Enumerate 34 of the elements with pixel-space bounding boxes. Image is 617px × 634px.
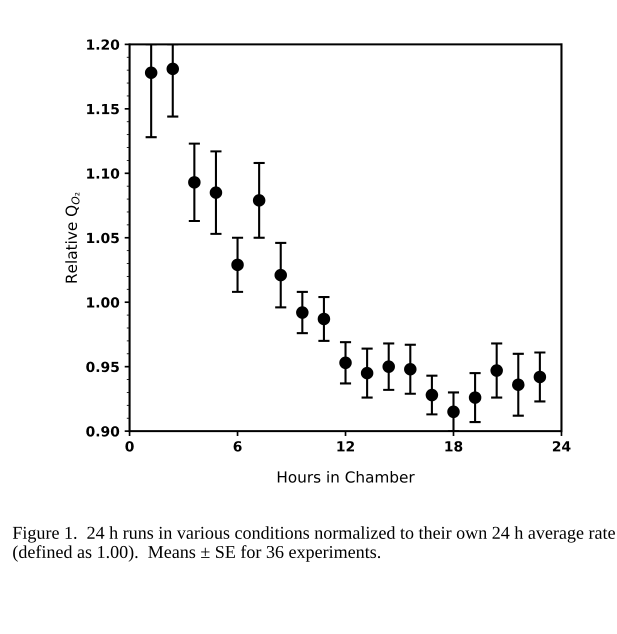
- y-tick-label: 1.20: [87, 39, 120, 50]
- point: [382, 360, 395, 373]
- point: [144, 66, 158, 79]
- caption: Figure 1. 24 h runs in various conditions normalized to their own 24 h average rate (defined as 1.00). Means ± SE for 36 experiments.: [12, 526, 615, 562]
- y-tick-label: 1.00: [87, 297, 120, 308]
- y-tick-label: 1.10: [87, 168, 120, 179]
- y-tick-label: 1.05: [87, 232, 119, 244]
- point: [468, 391, 482, 404]
- y-tick-label: 0.90: [86, 426, 120, 437]
- x-tick-label: 6: [234, 441, 242, 452]
- point: [274, 268, 287, 282]
- point: [188, 176, 201, 189]
- point: [490, 364, 503, 377]
- point: [512, 378, 525, 391]
- point: [296, 306, 309, 319]
- y-axis-title: Relative Q$_{O₂}$: [65, 192, 80, 283]
- x-tick-label: 12: [337, 441, 354, 452]
- point: [231, 258, 244, 272]
- y-tick-label: 1.15: [87, 104, 119, 114]
- point: [339, 356, 352, 370]
- x-tick-label: 18: [445, 441, 462, 452]
- point: [404, 362, 417, 376]
- point: [252, 194, 266, 207]
- x-tick-label: 0: [125, 441, 134, 452]
- point: [318, 312, 330, 326]
- point: [360, 366, 374, 380]
- point: [534, 370, 546, 384]
- point: [426, 388, 438, 402]
- x-tick-label: 24: [552, 441, 570, 452]
- point: [447, 406, 460, 418]
- y-tick-label: 0.95: [86, 362, 119, 372]
- x-axis-title: Hours in Chamber: [278, 470, 415, 483]
- point: [210, 186, 222, 199]
- point: [166, 62, 180, 76]
